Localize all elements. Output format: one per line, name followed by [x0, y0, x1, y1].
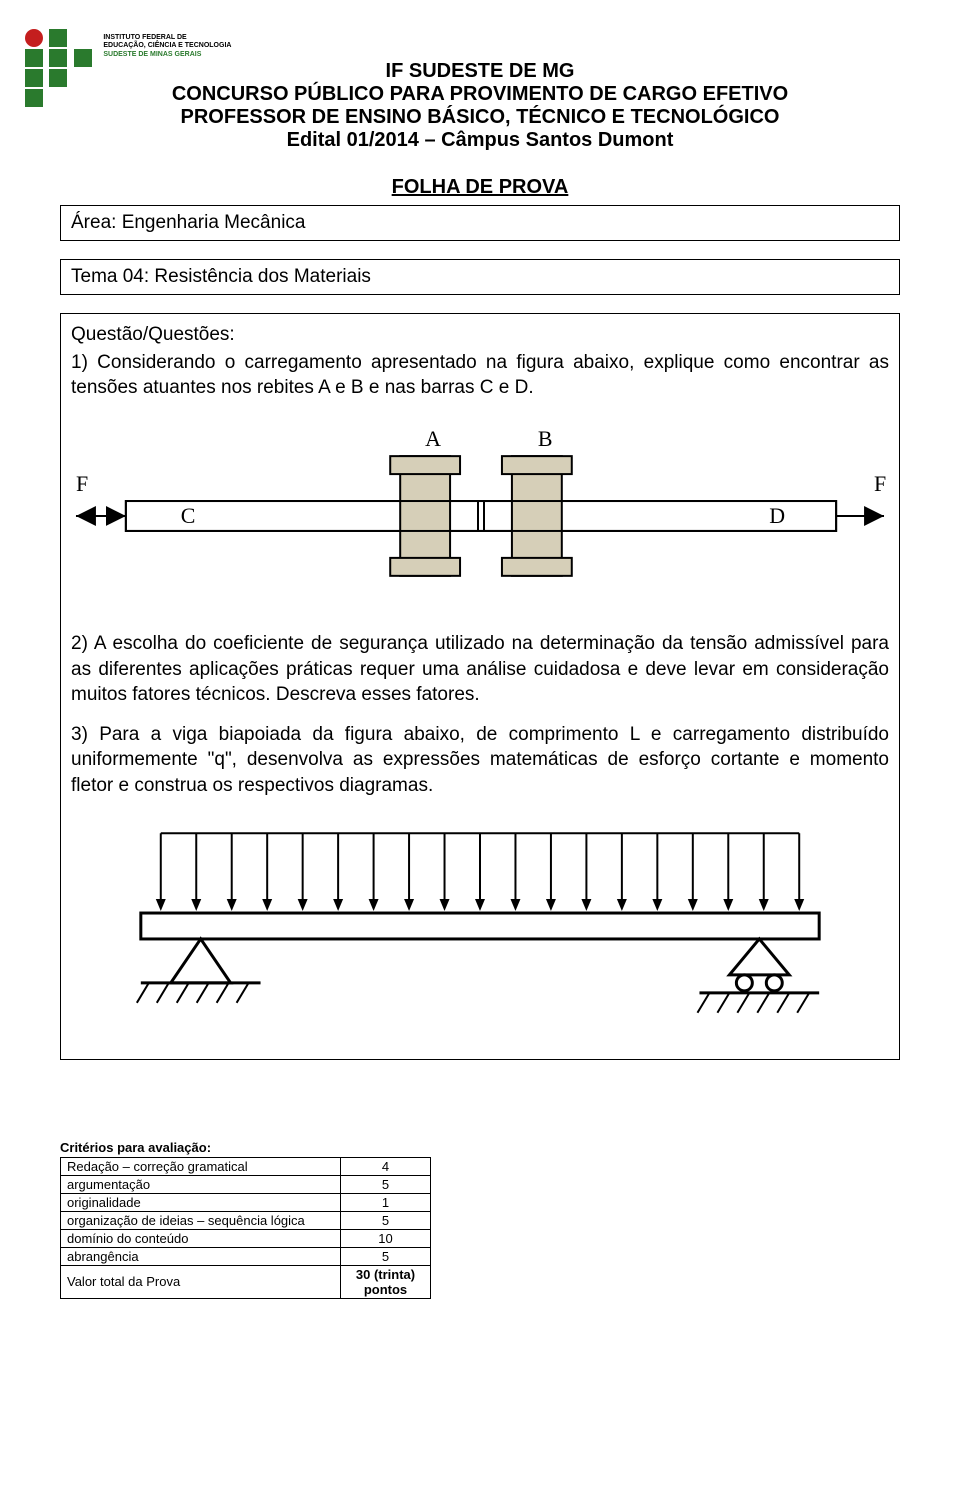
criteria-value: 4 [341, 1157, 431, 1175]
criteria-value: 5 [341, 1175, 431, 1193]
criteria-label: originalidade [61, 1193, 341, 1211]
criteria-row: Valor total da Prova30 (trinta) pontos [61, 1265, 431, 1298]
institution-logo: INSTITUTO FEDERAL DE EDUCAÇÃO, CIÊNCIA E… [24, 28, 274, 108]
logo-text: INSTITUTO FEDERAL DE EDUCAÇÃO, CIÊNCIA E… [103, 34, 231, 59]
criteria-value: 30 (trinta) pontos [341, 1265, 431, 1298]
fig1-label-a: A [425, 426, 441, 451]
criteria-value: 10 [341, 1229, 431, 1247]
area-box: Área: Engenharia Mecânica [60, 205, 900, 241]
load-arrows [156, 833, 804, 911]
fig1-label-d: D [769, 503, 785, 528]
figure-1-svg: A B C D F F [71, 421, 889, 601]
criteria-value: 1 [341, 1193, 431, 1211]
criteria-row: organização de ideias – sequência lógica… [61, 1211, 431, 1229]
question-3: 3) Para a viga biapoiada da figura abaix… [71, 722, 889, 799]
criteria-label: Valor total da Prova [61, 1265, 341, 1298]
fig1-label-f-right: F [874, 471, 886, 496]
criteria-table: Redação – correção gramatical4argumentaç… [60, 1157, 431, 1299]
criteria-row: originalidade1 [61, 1193, 431, 1211]
questions-heading: Questão/Questões: [71, 322, 889, 348]
figure-2 [71, 813, 889, 1033]
criteria-title: Critérios para avaliação: [60, 1140, 900, 1155]
criteria-value: 5 [341, 1211, 431, 1229]
header-line4: Edital 01/2014 – Câmpus Santos Dumont [60, 129, 900, 152]
criteria-label: argumentação [61, 1175, 341, 1193]
sheet-title: FOLHA DE PROVA [60, 176, 900, 199]
question-2: 2) A escolha do coeficiente de segurança… [71, 631, 889, 708]
logo-icon [24, 28, 93, 108]
logo-line2: EDUCAÇÃO, CIÊNCIA E TECNOLOGIA [103, 42, 231, 50]
document-page: INSTITUTO FEDERAL DE EDUCAÇÃO, CIÊNCIA E… [0, 0, 960, 1329]
criteria-row: abrangência5 [61, 1247, 431, 1265]
tema-box: Tema 04: Resistência dos Materiais [60, 259, 900, 295]
header-line3: PROFESSOR DE ENSINO BÁSICO, TÉCNICO E TE… [60, 106, 900, 129]
criteria-section: Critérios para avaliação: Redação – corr… [60, 1140, 900, 1299]
figure-2-svg [71, 813, 889, 1033]
criteria-value: 5 [341, 1247, 431, 1265]
logo-line3: SUDESTE DE MINAS GERAIS [103, 51, 231, 59]
fig1-label-b: B [538, 426, 553, 451]
figure-1: A B C D F F [71, 421, 889, 601]
criteria-label: organização de ideias – sequência lógica [61, 1211, 341, 1229]
criteria-row: domínio do conteúdo10 [61, 1229, 431, 1247]
fig1-label-f-left: F [76, 471, 88, 496]
criteria-row: Redação – correção gramatical4 [61, 1157, 431, 1175]
criteria-label: abrangência [61, 1247, 341, 1265]
criteria-label: domínio do conteúdo [61, 1229, 341, 1247]
fig1-label-c: C [181, 503, 196, 528]
questions-box: Questão/Questões: 1) Considerando o carr… [60, 313, 900, 1060]
question-1: 1) Considerando o carregamento apresenta… [71, 350, 889, 401]
criteria-row: argumentação5 [61, 1175, 431, 1193]
criteria-label: Redação – correção gramatical [61, 1157, 341, 1175]
